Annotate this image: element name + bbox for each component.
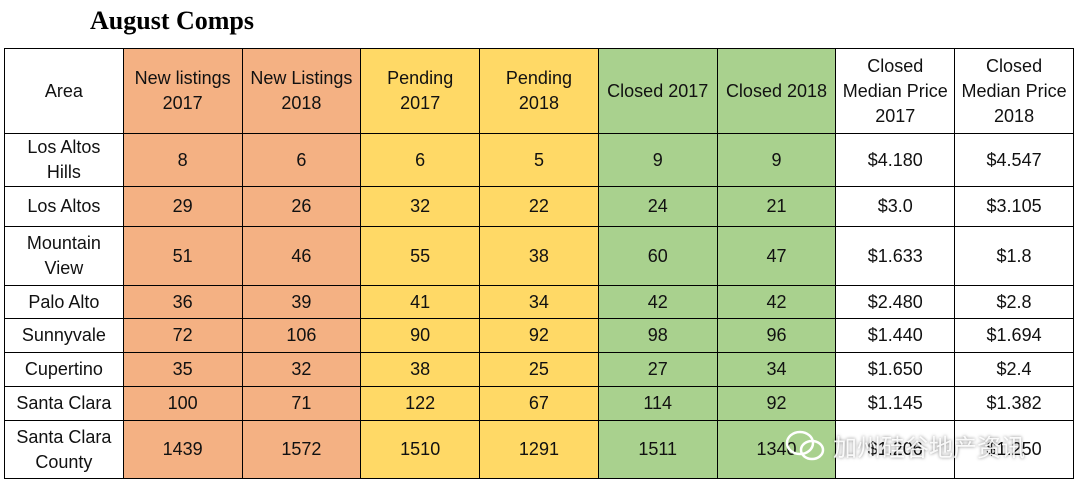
comps-table: Area New listings 2017 New Listings 2018 Pe… [4,48,1074,479]
column-header: New listings 2017 [122,48,243,134]
column-header: Closed Median Price 2018 [954,48,1074,134]
value-cell: 1439 [122,420,243,479]
value-cell: 51 [122,226,243,286]
area-cell: Santa Clara County [4,420,124,479]
value-cell: $1.382 [954,386,1074,421]
value-cell: 100 [122,386,243,421]
value-cell: $1.206 [835,420,956,479]
column-header: Area [4,48,124,134]
value-cell: 22 [479,186,599,227]
value-cell: 60 [597,226,718,286]
value-cell: $1.694 [954,318,1074,353]
value-cell: 27 [597,352,718,387]
area-cell: Sunnyvale [4,318,124,353]
value-cell: $1.650 [835,352,956,387]
value-cell: $3.0 [835,186,956,227]
value-cell: 42 [716,285,837,319]
value-cell: 55 [360,226,481,286]
value-cell: 9 [716,133,837,187]
value-cell: $4.547 [954,133,1074,187]
column-header: Pending 2018 [479,48,599,134]
value-cell: 8 [122,133,243,187]
value-cell: 21 [716,186,837,227]
value-cell: 122 [360,386,481,421]
area-cell: Cupertino [4,352,124,387]
value-cell: 46 [241,226,362,286]
value-cell: 42 [597,285,718,319]
value-cell: 106 [241,318,362,353]
table-row: Santa Clara County 1439 1572 1510 1291 1511 13… [4,420,1074,479]
value-cell: $1.145 [835,386,956,421]
header-row: Area New listings 2017 New Listings 2018 Pe… [4,48,1074,134]
value-cell: $2.4 [954,352,1074,387]
value-cell: $2.8 [954,285,1074,319]
table-row: Palo Alto 36 39 41 34 42 42 $2.480 $2.8 [4,285,1074,319]
value-cell: 32 [241,352,362,387]
area-cell: Palo Alto [4,285,124,319]
table-row: Los Altos 29 26 32 22 24 21 $3.0 $3.105 [4,186,1074,227]
value-cell: 1572 [241,420,362,479]
watermark: 加州硅谷地产资讯 [785,428,1025,463]
column-header: Closed 2017 [597,48,718,134]
title: August Comps [90,6,254,35]
value-cell: 9 [597,133,718,187]
value-cell: 1511 [597,420,718,479]
value-cell: $1.8 [954,226,1074,286]
value-cell: 47 [716,226,837,286]
column-header: New Listings 2018 [241,48,362,134]
value-cell: 72 [122,318,243,353]
watermark-text: 加州硅谷地产资讯 [833,434,1025,462]
value-cell: 34 [716,352,837,387]
value-cell: 24 [597,186,718,227]
value-cell: $2.480 [835,285,956,319]
table-row: Santa Clara 100 71 122 67 114 92 $1.145 $1.382 [4,386,1074,421]
value-cell: 92 [479,318,599,353]
area-cell: Los Altos [4,186,124,227]
value-cell: 5 [479,133,599,187]
column-header: Closed Median Price 2017 [835,48,956,134]
value-cell: 1340 [716,420,837,479]
value-cell: 38 [479,226,599,286]
value-cell: 25 [479,352,599,387]
value-cell: 29 [122,186,243,227]
value-cell: 92 [716,386,837,421]
value-cell: $1.633 [835,226,956,286]
value-cell: $1.250 [954,420,1074,479]
value-cell: 67 [479,386,599,421]
value-cell: 114 [597,386,718,421]
value-cell: 71 [241,386,362,421]
value-cell: 41 [360,285,481,319]
value-cell: 1291 [479,420,599,479]
table-row: Mountain View 51 46 55 38 60 47 $1.633 $1.8 [4,226,1074,286]
value-cell: 38 [360,352,481,387]
wechat-icon [785,430,825,460]
value-cell: $3.105 [954,186,1074,227]
area-cell: Santa Clara [4,386,124,421]
value-cell: 39 [241,285,362,319]
area-cell: Los Altos Hills [4,133,124,187]
value-cell: 96 [716,318,837,353]
value-cell: 35 [122,352,243,387]
value-cell: 36 [122,285,243,319]
value-cell: 34 [479,285,599,319]
value-cell: $4.180 [835,133,956,187]
column-header: Pending 2017 [360,48,481,134]
value-cell: $1.440 [835,318,956,353]
value-cell: 1510 [360,420,481,479]
table-row: Cupertino 35 32 38 25 27 34 $1.650 $2.4 [4,352,1074,387]
value-cell: 98 [597,318,718,353]
area-cell: Mountain View [4,226,124,286]
value-cell: 6 [360,133,481,187]
table-row: Sunnyvale 72 106 90 92 98 96 $1.440 $1.694 [4,318,1074,353]
value-cell: 26 [241,186,362,227]
value-cell: 90 [360,318,481,353]
column-header: Closed 2018 [716,48,837,134]
table-row: Los Altos Hills 8 6 6 5 9 9 $4.180 $4.547 [4,133,1074,187]
value-cell: 32 [360,186,481,227]
value-cell: 6 [241,133,362,187]
